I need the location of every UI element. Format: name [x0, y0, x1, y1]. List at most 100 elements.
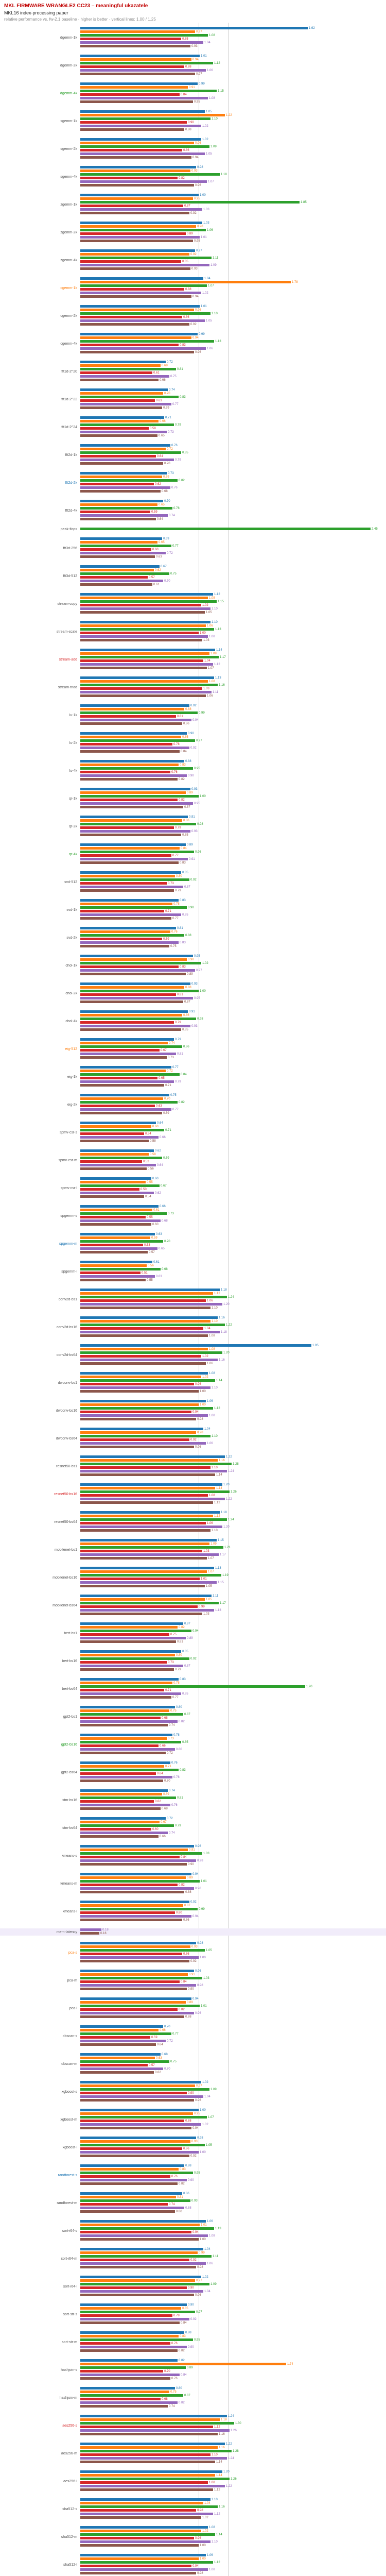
bar-value: 0.57: [149, 575, 155, 579]
bar-value: 1.08: [209, 2526, 215, 2529]
group-label: zgemm-2k: [60, 230, 77, 234]
bar-group: cgemm-4k 0.99 0.94 1.13 0.83 1.06 0.96: [0, 333, 386, 354]
bar: [80, 1446, 194, 1449]
bar: [80, 834, 181, 837]
bar-value: 0.87: [184, 885, 190, 889]
bar-row: 0.74: [80, 388, 386, 392]
bar-value: 0.90: [188, 774, 194, 777]
bar-value: 1.12: [214, 1406, 220, 1410]
bar: [80, 1080, 174, 1083]
bar-row: 0.94: [80, 1997, 386, 2001]
bar: [80, 2164, 184, 2167]
bar: [80, 2224, 200, 2227]
bar-group: sort-i64-m 1.04 0.99 1.11 0.92 1.06 0.98: [0, 2248, 386, 2269]
group-label: dgemm-2k: [60, 63, 77, 67]
bar-value: 1.13: [215, 2227, 221, 2230]
bar-row: 0.73: [80, 882, 386, 885]
bar-row: 0.74: [80, 1042, 386, 1045]
bar-row: 1.02: [80, 2123, 386, 2126]
bar-row: 0.72: [80, 448, 386, 451]
bar-value: 0.84: [181, 846, 187, 850]
bar-value: 0.92: [190, 1438, 197, 1442]
bar-row: 0.81: [80, 2196, 386, 2199]
bar-row: 2.45: [80, 528, 386, 531]
bar-row: 0.62: [80, 569, 386, 572]
group-label: randforest-m: [57, 2201, 77, 2205]
group-label: dwconv-bs1: [58, 1381, 77, 1385]
bar-value: 0.93: [191, 829, 198, 833]
bar: [80, 2485, 225, 2488]
bar-row: 0.77: [80, 1108, 386, 1111]
bar-value: 1.22: [226, 1323, 232, 1327]
bar-row: 0.89: [80, 843, 386, 846]
bar-value: 1.16: [219, 2432, 225, 2436]
bar-row: 1.17: [80, 1553, 386, 1556]
bar: [80, 2182, 178, 2185]
bar-value: 1.04: [204, 1327, 210, 1330]
bar-value: 0.96: [195, 183, 201, 187]
bar-value: 1.17: [220, 655, 226, 659]
bar-row: 0.90: [80, 732, 386, 735]
bar-row: 0.84: [80, 93, 386, 96]
bar-row: 0.92: [80, 747, 386, 750]
bar-group: chol-2k 0.93 0.88 1.00 0.81 0.95 0.87: [0, 982, 386, 1004]
bar-value: 0.73: [168, 882, 174, 885]
bar-row: 0.84: [80, 2374, 386, 2377]
group-label: mobilenet-bs1: [55, 1548, 77, 1552]
bar-row: 0.77: [80, 2032, 386, 2036]
bar: [80, 2088, 209, 2091]
bar: [80, 184, 194, 187]
bar-row: 0.91: [80, 86, 386, 89]
bar-row: 1.04: [80, 41, 386, 44]
bar: [80, 2540, 210, 2544]
bar: [80, 2311, 195, 2314]
bar-value: 0.79: [175, 1021, 181, 1024]
bar-group: zgemm-4k 0.97 0.92 1.11 0.85 1.09 0.93: [0, 249, 386, 271]
bar: [80, 1386, 210, 1389]
bar: [80, 1835, 159, 1838]
bar-set: 0.88 0.83 0.95 0.76 0.90 0.82: [80, 760, 386, 782]
group-label: eig-512: [65, 1047, 77, 1051]
bar-value: 0.94: [192, 1410, 199, 1414]
bar-value: 0.76: [171, 2342, 178, 2345]
bar-set: 0.80 0.75 0.87 0.68 0.82 0.74: [80, 2387, 386, 2409]
bar-value: 1.09: [210, 2088, 217, 2091]
bar: [80, 1195, 144, 1198]
bar-row: 1.02: [80, 2530, 386, 2533]
bar-value: 0.86: [183, 722, 189, 725]
bar-row: 0.53: [80, 1244, 386, 1247]
bar-group: stream-scale 1.10 1.06 1.13 1.00 1.08 1.03: [0, 621, 386, 642]
bar: [80, 2290, 203, 2293]
bar-row: 0.70: [80, 462, 386, 465]
bar-group: dgemm-4k 0.99 0.91 1.15 0.84 1.08 0.95: [0, 82, 386, 104]
bar-row: 0.76: [80, 2175, 386, 2178]
bar-row: 0.81: [80, 1640, 386, 1643]
bar: [80, 371, 152, 375]
bar-value: 1.02: [202, 2516, 208, 2519]
bar: [80, 507, 172, 510]
bar-value: 0.74: [169, 514, 175, 517]
bar-row: 0.73: [80, 1737, 386, 1740]
bar-value: 0.51: [142, 1271, 148, 1275]
bar: [80, 1797, 176, 1800]
bar: [80, 518, 156, 521]
bar-value: 0.70: [164, 2369, 170, 2373]
bar-value: 0.58: [150, 1153, 156, 1156]
bar-value: 0.65: [159, 503, 165, 506]
bar: [80, 2029, 159, 2032]
bar-value: 0.92: [190, 2317, 197, 2321]
bar-row: 0.52: [80, 1160, 386, 1163]
bar-value: 1.12: [214, 592, 220, 596]
bar: [80, 889, 174, 892]
bar-set: 0.70 0.65 0.78 0.59 0.74 0.64: [80, 500, 386, 521]
bar-value: 0.93: [191, 1024, 198, 1028]
bar-row: 1.02: [80, 2516, 386, 2519]
bar: [80, 1018, 196, 1021]
bar: [80, 2005, 200, 2008]
bar-row: 1.08: [80, 1372, 386, 1375]
bar-row: 0.93: [80, 267, 386, 270]
bar-group: eig-2k 0.75 0.70 0.82 0.63 0.77 0.69: [0, 1094, 386, 1115]
bar: [80, 694, 206, 698]
bar-value: 1.12: [214, 1501, 220, 1504]
bar-row: 1.28: [80, 2450, 386, 2453]
